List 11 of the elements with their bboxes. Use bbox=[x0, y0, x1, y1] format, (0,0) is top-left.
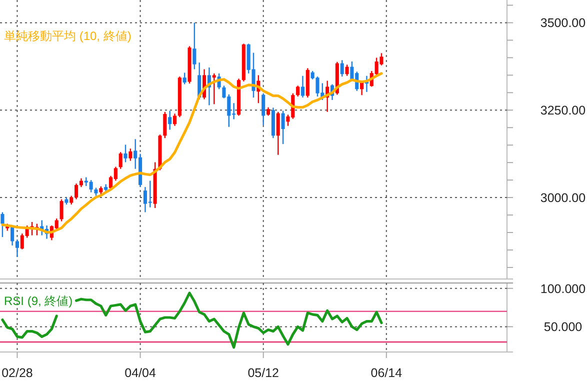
x-tick-label: 02/28 bbox=[2, 366, 33, 380]
y-tick-label: 3000.00 bbox=[540, 191, 586, 206]
text: 単純移動平均 (10, 終値) bbox=[4, 29, 132, 43]
x-tick-label: 06/14 bbox=[370, 366, 402, 380]
y-tick-label: 3500.00 bbox=[540, 16, 586, 30]
y-tick-label: 3250.00 bbox=[540, 104, 586, 118]
x-tick-label: 05/12 bbox=[248, 366, 280, 380]
y-tick-label: 100.000 bbox=[540, 282, 586, 296]
y-tick-label: 50.000 bbox=[544, 320, 582, 334]
x-tick-label: 04/04 bbox=[124, 366, 156, 380]
series-label: RSI (9, 終値) bbox=[4, 294, 73, 308]
